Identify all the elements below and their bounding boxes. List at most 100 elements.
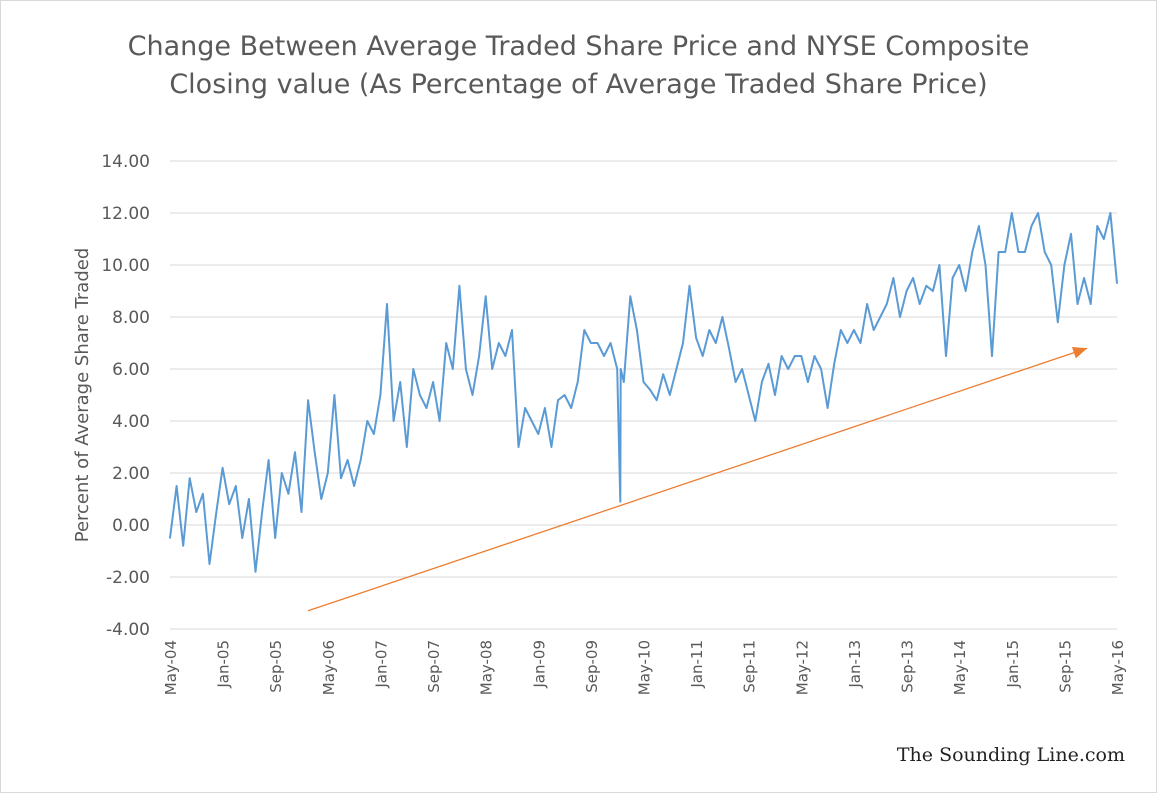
data-point (603, 355, 605, 357)
data-point (958, 264, 960, 266)
data-point (392, 420, 395, 422)
data-point (300, 511, 303, 513)
data-point (379, 394, 382, 396)
data-point (550, 446, 553, 448)
data-point (912, 277, 914, 279)
x-tick-label: Jan-13 (846, 640, 864, 689)
data-point (839, 329, 842, 331)
data-point (234, 485, 237, 487)
data-point (307, 399, 309, 402)
data-point (688, 285, 691, 287)
x-tick-label: May-08 (478, 640, 496, 695)
x-tick-label: Sep-05 (267, 640, 285, 693)
data-point (932, 290, 934, 292)
x-tick-label: Jan-11 (688, 640, 706, 689)
data-point (872, 329, 875, 331)
data-point (504, 355, 507, 357)
data-point (419, 394, 421, 396)
data-point (544, 407, 546, 409)
data-point (780, 355, 783, 357)
data-point (1089, 303, 1092, 305)
data-point (570, 407, 572, 409)
data-point (879, 316, 882, 318)
data-point (208, 563, 211, 565)
data-point (695, 337, 697, 339)
data-point (866, 303, 868, 305)
data-point (524, 407, 526, 409)
data-point (373, 433, 375, 435)
data-point (833, 363, 836, 365)
data-point (359, 459, 362, 461)
data-point (1004, 251, 1007, 253)
data-point (583, 329, 586, 331)
data-point (1030, 225, 1033, 227)
data-point (511, 329, 513, 331)
y-axis-label: Percent of Average Share Traded (72, 248, 93, 543)
data-point (636, 329, 638, 331)
data-point (1063, 264, 1066, 266)
data-point (195, 511, 198, 513)
data-point (399, 381, 401, 383)
data-point (708, 329, 711, 331)
data-point (721, 316, 724, 318)
data-point (741, 368, 743, 370)
data-point (925, 285, 928, 287)
data-point (787, 368, 789, 370)
data-point (254, 571, 257, 573)
data-point (280, 472, 283, 474)
data-point (412, 368, 415, 370)
y-tick-label: 2.00 (112, 464, 150, 484)
data-point (445, 342, 448, 344)
data-point (619, 368, 622, 370)
data-point (491, 368, 494, 370)
data-point (649, 389, 651, 391)
x-tick-label: Sep-09 (583, 640, 601, 693)
data-point (215, 513, 217, 516)
y-tick-label: 4.00 (112, 412, 150, 432)
data-point (1057, 321, 1059, 324)
data-point (813, 355, 816, 357)
data-point (1050, 264, 1053, 266)
x-tick-label: May-16 (1109, 640, 1127, 695)
data-point (294, 451, 296, 454)
data-point (800, 355, 803, 357)
data-point (596, 342, 599, 344)
data-point (1024, 251, 1026, 253)
data-point (609, 342, 612, 344)
x-tick-label: Sep-15 (1056, 640, 1074, 693)
data-point (221, 467, 224, 469)
data-point (1070, 233, 1072, 235)
watermark: The Sounding Line.com (896, 744, 1125, 766)
x-tick-label: Jan-05 (215, 640, 233, 689)
x-tick-label: May-14 (951, 640, 969, 695)
y-tick-label: 8.00 (112, 308, 150, 328)
data-point (425, 407, 428, 409)
data-point (793, 355, 796, 357)
y-tick-label: -4.00 (106, 620, 150, 640)
data-point (899, 316, 901, 318)
data-point (557, 399, 559, 402)
data-point (754, 420, 757, 422)
data-point (267, 459, 270, 461)
data-point (202, 493, 204, 495)
x-tick-label: Sep-13 (899, 640, 917, 693)
data-point (484, 295, 487, 298)
data-point (997, 251, 1000, 253)
data-point (320, 498, 323, 500)
y-tick-label: 12.00 (101, 204, 150, 224)
x-tick-label: May-12 (793, 640, 811, 695)
data-point (971, 251, 974, 253)
data-point (622, 381, 625, 383)
y-tick-label: 0.00 (112, 516, 150, 536)
data-point (471, 394, 474, 396)
data-point (537, 433, 540, 435)
data-point (1010, 212, 1013, 214)
series-line (169, 212, 1118, 573)
data-point (918, 303, 921, 305)
data-point (991, 355, 993, 357)
data-point (458, 285, 461, 287)
x-tick-label: Jan-15 (1004, 640, 1022, 689)
data-point (682, 342, 684, 344)
data-point (728, 347, 730, 350)
data-point (498, 342, 500, 344)
